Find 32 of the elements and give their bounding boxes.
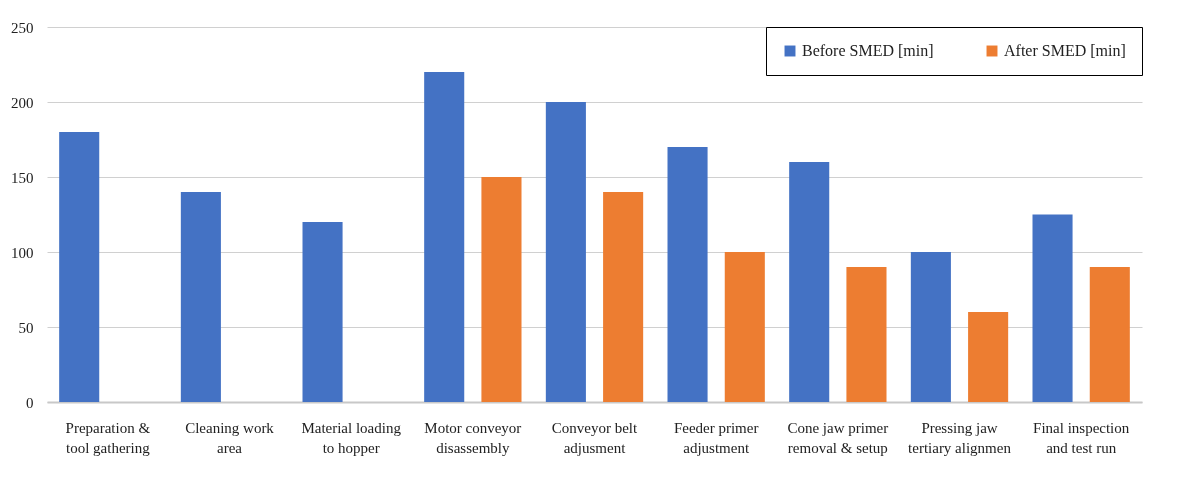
y-tick-label: 150 bbox=[11, 169, 34, 186]
bar bbox=[724, 252, 765, 402]
y-tick-label: 0 bbox=[26, 394, 34, 411]
bar bbox=[910, 252, 951, 402]
bar bbox=[481, 177, 522, 402]
x-tick-label: Feeder primer adjustment bbox=[673, 419, 759, 456]
bar bbox=[1032, 214, 1073, 402]
legend-label: Before SMED [min] bbox=[802, 42, 934, 59]
bar bbox=[1089, 267, 1130, 402]
bar bbox=[846, 267, 887, 402]
bar bbox=[667, 147, 708, 402]
bar bbox=[545, 102, 586, 402]
x-tick-label: Final inspection and test run bbox=[1033, 419, 1130, 456]
bar bbox=[789, 162, 830, 402]
bar bbox=[603, 192, 644, 402]
y-tick-label: 250 bbox=[11, 19, 34, 36]
x-tick-label: Cone jaw primer removal & setup bbox=[787, 419, 889, 456]
bar bbox=[180, 192, 221, 402]
bar bbox=[302, 222, 343, 402]
y-tick-label: 50 bbox=[18, 319, 34, 336]
y-tick-label: 100 bbox=[11, 244, 34, 261]
legend-label: After SMED [min] bbox=[1004, 42, 1126, 59]
x-tick-label: Conveyor belt adjusment bbox=[551, 419, 639, 456]
x-tick-label: Motor conveyor disassembly bbox=[424, 419, 522, 456]
bar bbox=[968, 312, 1009, 402]
y-tick-label: 200 bbox=[11, 94, 34, 111]
bar bbox=[59, 132, 100, 402]
x-tick-label: Material loading to hopper bbox=[301, 419, 402, 456]
x-tick-label: Cleaning work area bbox=[185, 419, 275, 456]
x-tick-label: Preparation & tool gathering bbox=[65, 419, 151, 456]
bar bbox=[424, 72, 465, 402]
x-tick-label: Pressing jaw tertiary alignmen bbox=[908, 419, 1012, 456]
